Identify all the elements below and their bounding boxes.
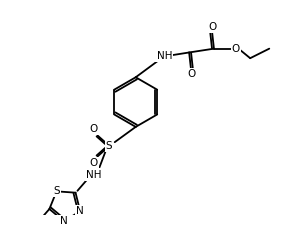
Text: NH: NH [157,51,172,61]
Text: N: N [60,216,68,225]
Text: N: N [76,206,84,216]
Text: O: O [188,69,196,79]
Text: O: O [232,44,240,54]
Text: O: O [90,124,98,134]
Text: S: S [53,186,60,196]
Text: S: S [106,141,112,151]
Text: NH: NH [86,170,101,180]
Text: O: O [208,22,216,32]
Text: O: O [90,158,98,168]
